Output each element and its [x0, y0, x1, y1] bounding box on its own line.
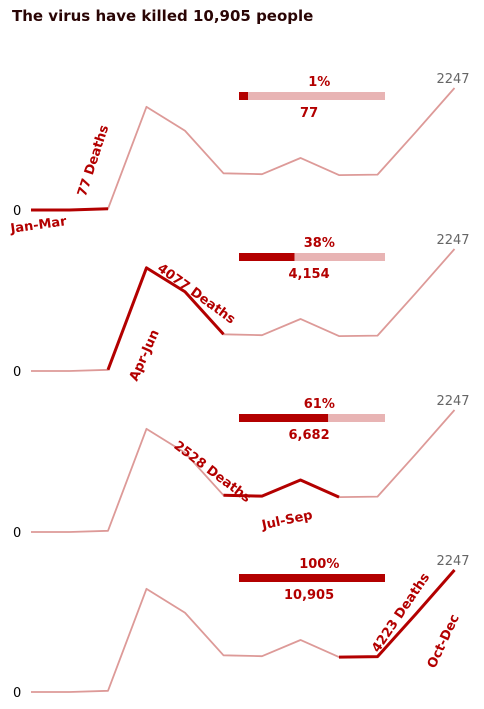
- cumulative-deaths-label: 4,154: [289, 267, 330, 282]
- zero-label: 0: [13, 686, 21, 701]
- period-label: Oct-Dec: [425, 612, 463, 671]
- full-year-line: [31, 409, 456, 533]
- zero-label: 0: [13, 204, 21, 219]
- page-title: The virus have killed 10,905 people: [12, 7, 314, 25]
- highlight-line-jul-sep: [223, 478, 340, 499]
- percent-label: 61%: [304, 397, 335, 412]
- progress-fill: [239, 92, 248, 100]
- period-label: Apr-Jun: [127, 328, 163, 384]
- max-value-label: 2247: [436, 72, 469, 87]
- zero-label: 0: [13, 526, 21, 541]
- period-label: Jul-Sep: [260, 508, 314, 534]
- percent-label: 100%: [299, 557, 339, 572]
- progress-fill: [239, 414, 329, 422]
- cumulative-deaths-label: 77: [300, 106, 318, 121]
- max-value-label: 2247: [436, 554, 469, 569]
- progress-track: [239, 92, 385, 100]
- highlight-line-oct-dec: [338, 569, 456, 659]
- deaths-label: 4077 Deaths: [154, 261, 238, 328]
- cumulative-deaths-label: 10,905: [284, 588, 334, 603]
- progress-track: [239, 253, 385, 261]
- progress-fill: [239, 253, 295, 261]
- deaths-label: 77 Deaths: [75, 123, 112, 198]
- highlight-line-apr-jun: [106, 266, 225, 371]
- zero-label: 0: [13, 365, 21, 380]
- max-value-label: 2247: [436, 233, 469, 248]
- max-value-label: 2247: [436, 394, 469, 409]
- percent-label: 38%: [304, 236, 335, 251]
- progress-fill: [239, 574, 385, 582]
- deaths-label: 4223 Deaths: [369, 570, 433, 655]
- highlight-line-jan-mar: [31, 207, 109, 212]
- percent-label: 1%: [308, 75, 330, 90]
- cumulative-deaths-label: 6,682: [289, 428, 330, 443]
- full-year-line: [31, 248, 456, 372]
- deaths-label: 2528 Deaths: [171, 438, 254, 506]
